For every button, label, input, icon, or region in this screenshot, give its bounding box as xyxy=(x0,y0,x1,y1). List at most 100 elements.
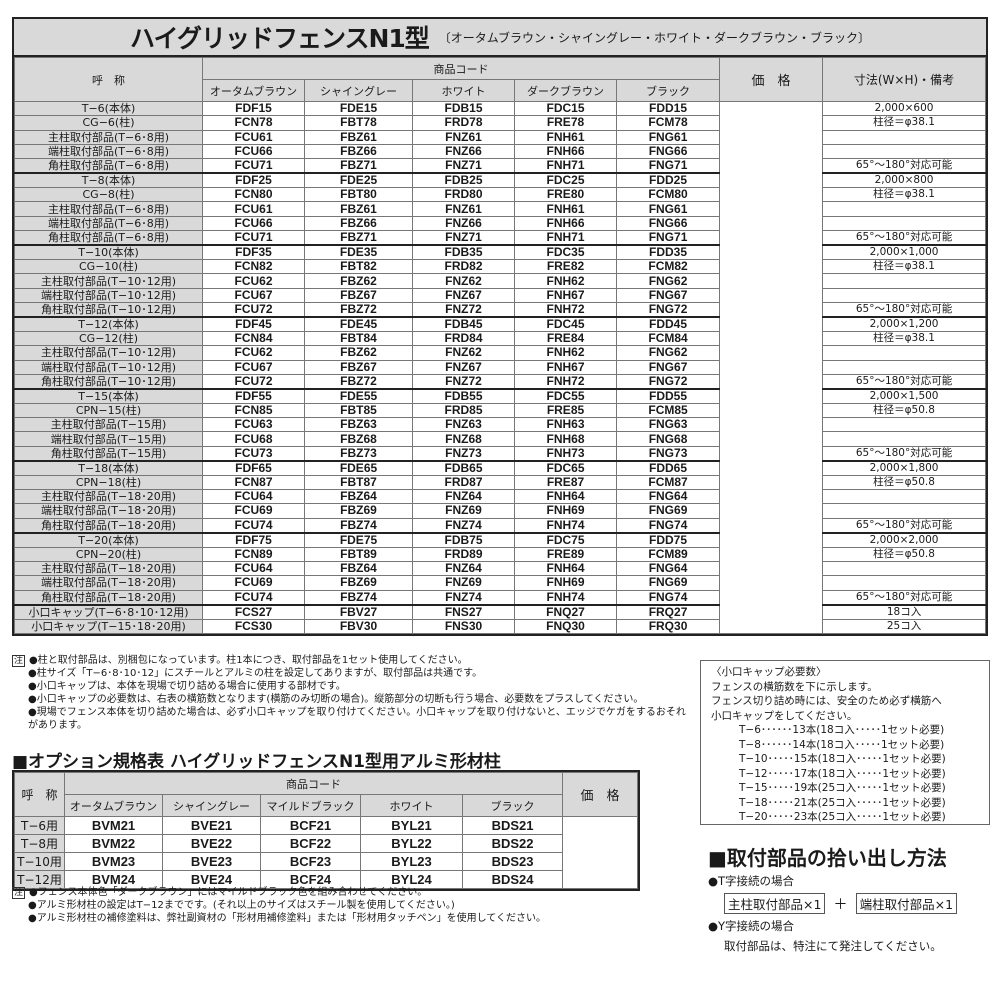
option-heading: ■オプション規格表 ハイグリッドフェンスN1型用アルミ形材柱 xyxy=(12,752,501,772)
option-header-color: ホワイト xyxy=(360,794,463,817)
product-code: FBZ61 xyxy=(304,129,413,145)
product-code: FDC25 xyxy=(514,172,617,189)
product-code: FNZ67 xyxy=(412,359,515,375)
row-note xyxy=(822,489,986,505)
product-code: FNH67 xyxy=(514,287,617,303)
row-note: 65°～180°対応可能 xyxy=(822,445,986,462)
row-note: 2,000×1,200 xyxy=(822,316,986,332)
product-code: FRE78 xyxy=(514,115,617,131)
cap-box-line: フェンス切り詰め時には、安全のため必ず横筋へ xyxy=(711,695,942,707)
note-text: ●フェンス本体色「ダークブラウン」にはマイルドブラック色を組み合わせてください。 xyxy=(29,887,428,898)
note-line: ●柱サイズ「T−6･8･10･12」にスチールとアルミの柱を設定してありますが、… xyxy=(12,667,692,680)
row-name: 角柱取付部品(T−6･8用) xyxy=(14,230,203,246)
option-product-code: BYL23 xyxy=(360,852,463,871)
product-code: FRE84 xyxy=(514,330,617,347)
product-code: FBZ71 xyxy=(304,230,413,246)
product-code: FCU67 xyxy=(202,287,305,303)
option-header-code: 商品コード xyxy=(63,772,564,795)
product-code: FDE35 xyxy=(304,244,413,261)
product-code: FDD15 xyxy=(615,100,721,117)
product-code: FCN87 xyxy=(202,474,305,491)
product-code: FDE25 xyxy=(304,172,413,189)
option-product-code: BVE22 xyxy=(162,834,261,853)
product-code: FCU66 xyxy=(202,143,305,160)
option-product-code: BCF22 xyxy=(260,834,361,853)
product-code: FCN89 xyxy=(202,546,305,562)
product-code: FNH62 xyxy=(514,273,617,289)
product-code: FNG71 xyxy=(615,230,721,246)
table-row: CPN−18(柱) FCN87 FBT87 FRD87 FRE87 FCM87 柱径＝φ50… xyxy=(14,474,986,491)
table-row: 端柱取付部品(T−15用) FCU68 FBZ68 FNZ68 FNH68 FNG68 xyxy=(14,431,986,447)
row-name: CPN−20(柱) xyxy=(14,546,203,562)
option-product-code: BVM24 xyxy=(64,870,163,889)
product-code: FRQ30 xyxy=(615,618,721,634)
product-code: FDD55 xyxy=(615,387,721,404)
row-name: 小口キャップ(T−6･8･10･12用) xyxy=(14,603,203,620)
product-code: FBZ61 xyxy=(304,201,413,217)
product-code: FCS27 xyxy=(202,603,305,620)
option-product-code: BVE21 xyxy=(162,816,261,835)
product-code: FNZ69 xyxy=(412,503,515,519)
row-name: T−6(本体) xyxy=(14,100,203,117)
note-line: ●現場でフェンス本体を切り詰めた場合は、必ず小口キャップを取り付けてください。小… xyxy=(12,706,692,732)
row-note: 柱径＝φ50.8 xyxy=(822,474,986,491)
product-code: FDE55 xyxy=(304,387,413,404)
product-code: FBT87 xyxy=(304,474,413,491)
table-row: 主柱取付部品(T−10･12用) FCU62 FBZ62 FNZ62 FNH62 FNG6… xyxy=(14,345,986,361)
row-note: 柱径＝φ50.8 xyxy=(822,402,986,419)
product-code: FRD82 xyxy=(412,259,515,275)
product-code: FCU71 xyxy=(202,230,305,246)
product-code: FNH74 xyxy=(514,589,617,606)
option-product-code: BVM22 xyxy=(64,834,163,853)
product-code: FBZ73 xyxy=(304,445,413,462)
product-code: FCU69 xyxy=(202,503,305,519)
cap-box-line: 小口キャップをしてください。 xyxy=(711,709,858,722)
product-code: FCU66 xyxy=(202,215,305,232)
product-code: FNG74 xyxy=(615,589,721,606)
product-code: FDD35 xyxy=(615,244,721,261)
table-row: CG−6(柱) FCN78 FBT78 FRD78 FRE78 FCM78 柱径＝φ38.1 xyxy=(14,115,986,131)
table-row: T−10(本体) FDF35 FDE35 FDB35 FDC35 FDD35 2,000×1… xyxy=(14,244,986,261)
main-post-fitting-box: 主柱取付部品×1 xyxy=(724,893,826,914)
product-code: FNH67 xyxy=(514,359,617,375)
cap-count-row: T−10･････15本(18コ入･････1セット必要) xyxy=(739,753,946,765)
product-code: FDD25 xyxy=(615,172,721,189)
product-code: FBZ69 xyxy=(304,503,413,519)
option-row-name: T−8用 xyxy=(14,834,65,853)
product-code: FNZ62 xyxy=(412,345,515,361)
row-name: 角柱取付部品(T−18･20用) xyxy=(14,517,203,534)
product-code: FNH71 xyxy=(514,158,617,174)
product-code: FDF65 xyxy=(202,459,305,476)
row-note xyxy=(822,359,986,375)
row-note: 65°～180°対応可能 xyxy=(822,301,986,318)
table-row: T−8(本体) FDF25 FDE25 FDB25 FDC25 FDD25 2,000×80… xyxy=(14,172,986,189)
product-code: FNZ68 xyxy=(412,431,515,447)
product-code: FNH71 xyxy=(514,230,617,246)
table-row: 主柱取付部品(T−18･20用) FCU64 FBZ64 FNZ64 FNH64 FNG6… xyxy=(14,489,986,505)
row-name: 角柱取付部品(T−18･20用) xyxy=(14,589,203,606)
header-color: シャイングレー xyxy=(304,79,413,102)
product-code: FNH64 xyxy=(514,489,617,505)
cap-box-line: 〈小口キャップ必要数〉 xyxy=(711,666,827,678)
table-row: T−15(本体) FDF55 FDE55 FDB55 FDC55 FDD55 2,000×1… xyxy=(14,387,986,404)
table-row: CG−10(柱) FCN82 FBT82 FRD82 FRE82 FCM82 柱径＝φ38.… xyxy=(14,259,986,275)
note-text: ●アルミ形材柱の補修塗料は、弊社副資材の「形材用補修塗料」または「形材用タッチペ… xyxy=(28,913,547,924)
row-note: 柱径＝φ38.1 xyxy=(822,187,986,203)
option-product-code: BCF24 xyxy=(260,870,361,889)
note-text: ●柱と取付部品は、別梱包になっています。柱1本につき、取付部品を1セット使用して… xyxy=(29,655,468,666)
row-note xyxy=(822,129,986,145)
row-note: 65°～180°対応可能 xyxy=(822,373,986,390)
product-code: FBZ74 xyxy=(304,517,413,534)
product-code: FCU73 xyxy=(202,445,305,462)
product-code: FDB65 xyxy=(412,459,515,476)
table-title-bar: ハイグリッドフェンスN1型 〔オータムブラウン・シャイングレー・ホワイト・ダーク… xyxy=(14,19,986,57)
product-code: FNH61 xyxy=(514,129,617,145)
cap-count-row: T−6･･････13本(18コ入･････1セット必要) xyxy=(739,724,945,736)
cap-count-row: T−8･･････14本(18コ入･････1セット必要) xyxy=(739,738,945,751)
cap-count-row: T−20･････23本(25コ入･････1セット必要) xyxy=(739,811,946,823)
product-code: FDE75 xyxy=(304,531,413,548)
product-code: FCM87 xyxy=(615,474,721,491)
product-code: FNG69 xyxy=(615,575,721,591)
table-row: 主柱取付部品(T−15用) FCU63 FBZ63 FNZ63 FNH63 FNG63 xyxy=(14,417,986,433)
product-code: FDF75 xyxy=(202,531,305,548)
